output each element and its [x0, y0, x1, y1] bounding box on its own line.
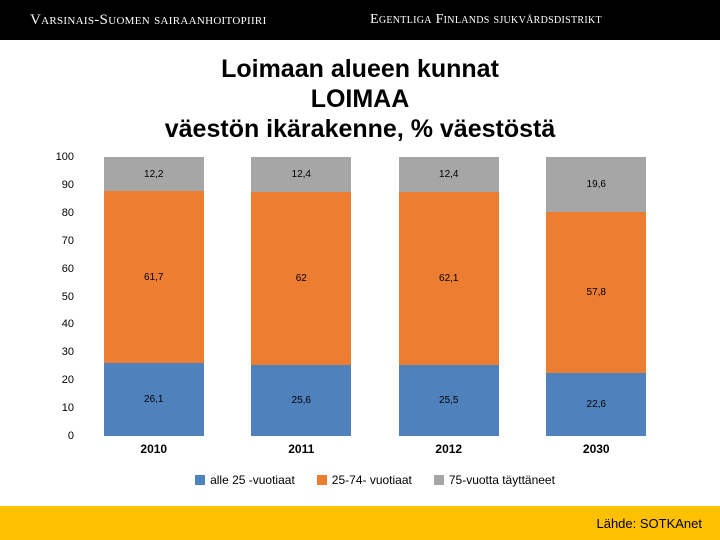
header-left-text: Varsinais-Suomen sairaanhoitopiiri	[0, 12, 360, 29]
y-tick: 80	[62, 207, 74, 219]
bar-segment: 12,2	[104, 157, 204, 191]
y-tick: 0	[68, 430, 74, 442]
bar-value-label: 12,2	[144, 169, 163, 180]
y-tick: 30	[62, 346, 74, 358]
y-tick: 70	[62, 235, 74, 247]
bar-group: 22,6 57,8 19,6	[546, 157, 646, 436]
legend-label: 75-vuotta täyttäneet	[449, 473, 555, 487]
x-axis-label: 2030	[546, 442, 646, 456]
bar-segment: 25,5	[399, 365, 499, 436]
legend-item: 25-74- vuotiaat	[317, 473, 412, 487]
stacked-bar: 22,6 57,8 19,6	[546, 157, 646, 436]
title-line-1: Loimaan alueen kunnat	[0, 54, 720, 84]
x-axis-label: 2012	[399, 442, 499, 456]
bar-value-label: 61,7	[144, 272, 163, 283]
stacked-bar: 25,6 62 12,4	[251, 157, 351, 436]
bar-value-label: 62,1	[439, 273, 458, 284]
y-tick: 60	[62, 263, 74, 275]
legend-item: alle 25 -vuotiaat	[195, 473, 295, 487]
legend-swatch	[317, 475, 327, 485]
x-axis-label: 2011	[251, 442, 351, 456]
legend-label: alle 25 -vuotiaat	[210, 473, 295, 487]
header-bar: Varsinais-Suomen sairaanhoitopiiri Egent…	[0, 0, 720, 40]
bar-segment: 19,6	[546, 157, 646, 212]
footer-bar: Lähde: SOTKAnet	[0, 506, 720, 540]
bar-value-label: 26,1	[144, 394, 163, 405]
bar-value-label: 22,6	[587, 399, 606, 410]
bar-segment: 22,6	[546, 373, 646, 436]
bar-value-label: 25,5	[439, 395, 458, 406]
x-axis-labels: 2010 2011 2012 2030	[80, 442, 670, 462]
bar-segment: 26,1	[104, 363, 204, 436]
title-block: Loimaan alueen kunnat LOIMAA väestön ikä…	[0, 54, 720, 144]
title-line-2: LOIMAA	[0, 84, 720, 114]
bar-segment: 62,1	[399, 192, 499, 365]
bar-value-label: 25,6	[292, 395, 311, 406]
y-tick: 50	[62, 291, 74, 303]
y-tick: 20	[62, 374, 74, 386]
page-root: Varsinais-Suomen sairaanhoitopiiri Egent…	[0, 0, 720, 540]
bar-group: 26,1 61,7 12,2	[104, 157, 204, 436]
bar-group: 25,6 62 12,4	[251, 157, 351, 436]
bar-segment: 62	[251, 192, 351, 365]
legend: alle 25 -vuotiaat 25-74- vuotiaat 75-vuott…	[80, 468, 670, 492]
legend-swatch	[434, 475, 444, 485]
title-line-3: väestön ikärakenne, % väestöstä	[0, 114, 720, 144]
stacked-bar-chart: 0102030405060708090100 26,161,712,225,66…	[30, 152, 680, 506]
x-axis-label: 2010	[104, 442, 204, 456]
plot-area: 26,1 61,7 12,2 25,6 62 12,4 25,5 62,1 12,4 22,6 57…	[80, 157, 670, 436]
legend-item: 75-vuotta täyttäneet	[434, 473, 555, 487]
stacked-bar: 26,1 61,7 12,2	[104, 157, 204, 436]
stacked-bar: 25,5 62,1 12,4	[399, 157, 499, 436]
bar-segment: 57,8	[546, 212, 646, 373]
y-axis: 0102030405060708090100	[30, 157, 80, 436]
bar-group: 25,5 62,1 12,4	[399, 157, 499, 436]
y-tick: 10	[62, 402, 74, 414]
bar-segment: 12,4	[251, 157, 351, 192]
y-tick: 40	[62, 318, 74, 330]
chart-container: 0102030405060708090100 26,161,712,225,66…	[0, 152, 720, 506]
bar-value-label: 57,8	[587, 287, 606, 298]
y-tick: 100	[56, 151, 74, 163]
bar-segment: 25,6	[251, 365, 351, 436]
legend-label: 25-74- vuotiaat	[332, 473, 412, 487]
source-text: Lähde: SOTKAnet	[596, 516, 702, 531]
bar-value-label: 62	[296, 273, 307, 284]
bar-segment: 61,7	[104, 191, 204, 363]
y-tick: 90	[62, 179, 74, 191]
bar-value-label: 19,6	[587, 179, 606, 190]
legend-swatch	[195, 475, 205, 485]
bar-value-label: 12,4	[439, 169, 458, 180]
header-right-text: Egentliga Finlands sjukvårdsdistrikt	[360, 12, 720, 28]
bar-value-label: 12,4	[292, 169, 311, 180]
bar-segment: 12,4	[399, 157, 499, 192]
